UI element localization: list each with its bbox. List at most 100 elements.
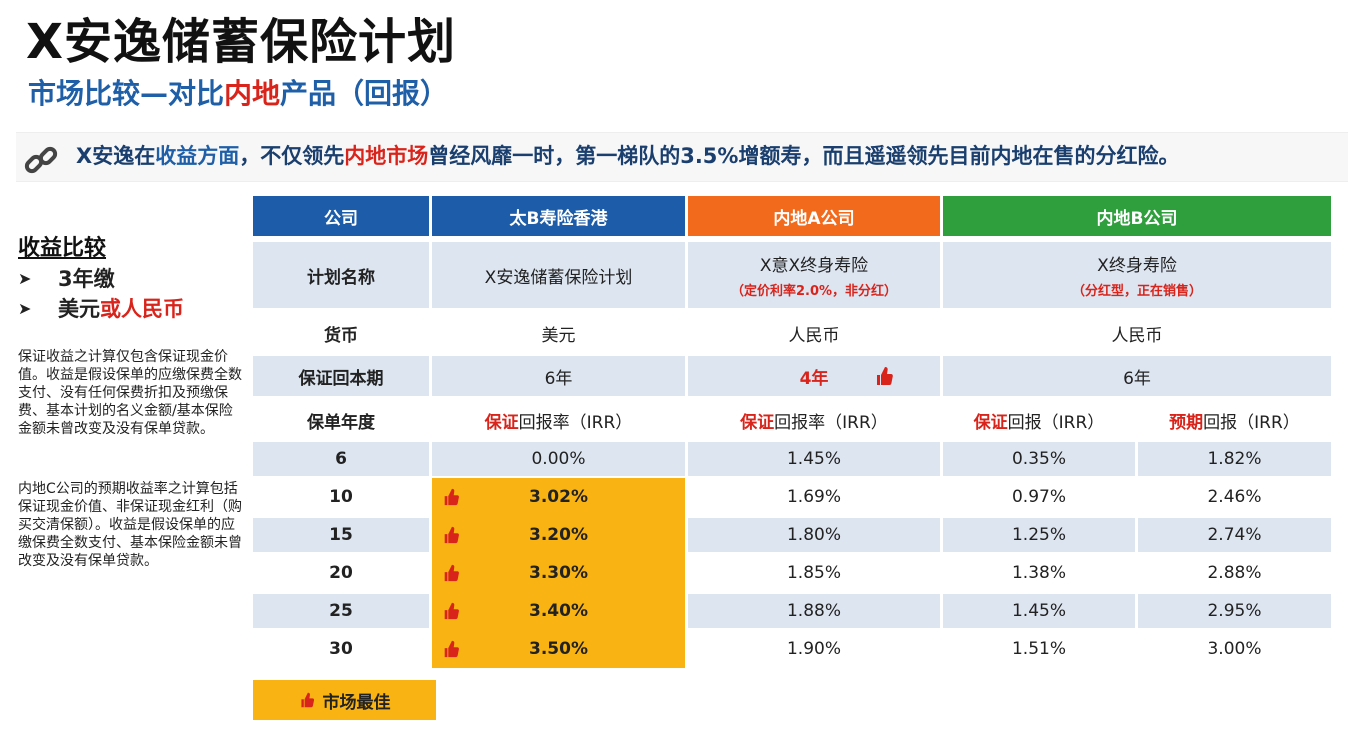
summary-banner: X安逸在收益方面，不仅领先内地市场曾经风靡一时，第一梯队的3.5%增额寿，而且遥… <box>16 132 1348 182</box>
cell-b-guar-row-20: 1.38% <box>1011 563 1066 583</box>
thumbs-up-icon <box>444 602 459 620</box>
cell-year-row-6: 6 <box>253 442 429 476</box>
cell-b-exp-row-6: 1.82% <box>1138 442 1331 476</box>
bullet-text-highlight: 或人民币 <box>100 297 184 321</box>
cell-year-row-30: 30 <box>329 639 353 659</box>
cell-taib-value-row-15: 3.20% <box>529 525 588 545</box>
breakeven-mainland-a: 4年 <box>688 356 940 396</box>
cell-year-row-10: 10 <box>329 487 353 507</box>
thumbs-up-icon <box>444 526 459 544</box>
subtitle-part2: 产品（回报） <box>280 77 449 110</box>
bullet-payment-term: ➤ 3年缴 <box>18 264 248 294</box>
cell-b-guar-row-10: 0.97% <box>1011 487 1066 507</box>
thumbs-up-icon <box>300 692 314 708</box>
irr-header-a-text: 回报率（IRR） <box>774 412 888 433</box>
cell-b-guar-row-15: 1.25% <box>943 518 1135 552</box>
plan-name-b-text: X终身寿险 <box>1097 256 1177 276</box>
cell-b-guar-row-30: 1.51% <box>1011 639 1066 659</box>
irr-header-taib-text: 回报率（IRR） <box>518 412 633 433</box>
plan-name-a-text: X意X终身寿险 <box>759 256 869 276</box>
cell-b-exp-row-30: 3.00% <box>1207 639 1262 659</box>
subtitle-highlight: 内地 <box>224 77 281 110</box>
cell-b-exp-row-15: 2.74% <box>1138 518 1331 552</box>
sidebar: 收益比较 ➤ 3年缴 ➤ 美元 或人民币 <box>18 234 248 324</box>
cell-b-exp-row-20: 2.88% <box>1207 563 1262 583</box>
footnote-expected: 内地C公司的预期收益率之计算包括保证现金价值、非保证现金红利（购买交清保额）。收… <box>18 481 242 569</box>
summary-part4: 内地市场 <box>344 144 429 168</box>
breakeven-a-value: 4年 <box>799 368 829 389</box>
cell-a-row-6: 1.45% <box>688 442 940 476</box>
thumbs-up-icon <box>877 367 893 385</box>
plan-name-label: 计划名称 <box>253 242 429 308</box>
breakeven-label: 保证回本期 <box>253 356 429 396</box>
irr-header-mainland-a: 保证 回报率（IRR） <box>688 400 940 440</box>
cell-taib-value-row-30: 3.50% <box>529 639 588 659</box>
header-mainland-a: 内地A公司 <box>688 196 940 236</box>
cell-a-row-10: 1.69% <box>786 487 841 507</box>
currency-mainland-b: 人民币 <box>1111 325 1163 346</box>
footnote-guaranteed: 保证收益之计算仅包含保证现金价值。收益是假设保单的应缴保费全数支付、没有任何保费… <box>18 349 242 437</box>
best-cell-row-20: 3.30% <box>432 556 685 590</box>
currency-taib: 美元 <box>541 325 576 346</box>
best-cell-row-15: 3.20% <box>432 518 685 552</box>
best-cell-row-30: 3.50% <box>432 632 685 666</box>
bullet-text: 3年缴 <box>58 267 115 291</box>
best-cell-row-10: 3.02% <box>432 480 685 514</box>
irr-header-a-highlight: 保证 <box>740 412 775 433</box>
irr-header-b1-highlight: 保证 <box>973 412 1008 433</box>
summary-text: X安逸在收益方面，不仅领先内地市场曾经风靡一时，第一梯队的3.5%增额寿，而且遥… <box>76 141 1179 171</box>
irr-header-taib: 保证 回报率（IRR） <box>432 400 685 440</box>
breakeven-mainland-b: 6年 <box>943 356 1331 396</box>
summary-part3: ，不仅领先 <box>239 144 345 168</box>
plan-note-a: （定价利率2.0%，非分红） <box>730 284 898 299</box>
irr-header-b2-text: 回报（IRR） <box>1203 412 1300 433</box>
link-chain-icon <box>24 146 58 174</box>
subtitle-part1: 市场比较—对比 <box>28 77 225 110</box>
cell-taib-value-row-10: 3.02% <box>529 487 588 507</box>
summary-part1: X安逸在 <box>76 144 156 168</box>
thumbs-up-icon <box>444 640 459 658</box>
cell-taib-value-row-20: 3.30% <box>529 563 588 583</box>
irr-header-taib-highlight: 保证 <box>484 412 519 433</box>
irr-header-mainland-b-guaranteed: 保证 回报（IRR） <box>943 400 1135 440</box>
cell-a-row-25: 1.88% <box>688 594 940 628</box>
cell-taib-value-row-25: 3.40% <box>529 601 588 621</box>
header-taib: 太B寿险香港 <box>432 196 685 236</box>
summary-part5: 曾经风靡一时，第一梯队的3.5%增额寿，而且遥遥领先目前内地在售的分红险。 <box>428 144 1180 168</box>
page-subtitle: 市场比较—对比内地产品（回报） <box>28 74 448 114</box>
bullet-text: 美元 <box>58 297 100 321</box>
thumbs-up-icon <box>444 488 459 506</box>
cell-b-guar-row-25: 1.45% <box>943 594 1135 628</box>
cell-taib-row-6: 0.00% <box>432 442 685 476</box>
cell-year-row-20: 20 <box>329 563 353 583</box>
bullet-currency: ➤ 美元 或人民币 <box>18 294 248 324</box>
legend-market-best: 市场最佳 <box>253 680 436 720</box>
cell-a-row-15: 1.80% <box>688 518 940 552</box>
plan-note-b: （分红型，正在销售） <box>1071 284 1202 299</box>
cell-a-row-30: 1.90% <box>786 639 841 659</box>
cell-year-row-25: 25 <box>253 594 429 628</box>
plan-name-mainland-a: X意X终身寿险 （定价利率2.0%，非分红） <box>688 242 940 308</box>
best-cell-row-25: 3.40% <box>432 594 685 628</box>
irr-header-b2-highlight: 预期 <box>1169 412 1204 433</box>
irr-header-b1-text: 回报（IRR） <box>1007 412 1105 433</box>
breakeven-taib: 6年 <box>432 356 685 396</box>
plan-name-taib: X安逸储蓄保险计划 <box>432 242 685 308</box>
policy-year-label: 保单年度 <box>307 412 375 433</box>
currency-label: 货币 <box>324 325 358 346</box>
header-company: 公司 <box>253 196 429 236</box>
header-mainland-b: 内地B公司 <box>943 196 1331 236</box>
arrow-icon: ➤ <box>18 269 32 288</box>
sidebar-heading: 收益比较 <box>18 236 107 261</box>
cell-a-row-20: 1.85% <box>786 563 841 583</box>
arrow-icon: ➤ <box>18 299 32 318</box>
thumbs-up-icon <box>444 564 459 582</box>
cell-b-exp-row-10: 2.46% <box>1207 487 1262 507</box>
cell-b-exp-row-25: 2.95% <box>1138 594 1331 628</box>
currency-mainland-a: 人民币 <box>788 325 840 346</box>
summary-part2: 收益方面 <box>155 144 240 168</box>
cell-year-row-15: 15 <box>253 518 429 552</box>
legend-label: 市场最佳 <box>322 692 391 713</box>
plan-name-mainland-b: X终身寿险 （分红型，正在销售） <box>943 242 1331 308</box>
page-title: X安逸储蓄保险计划 <box>26 14 457 70</box>
